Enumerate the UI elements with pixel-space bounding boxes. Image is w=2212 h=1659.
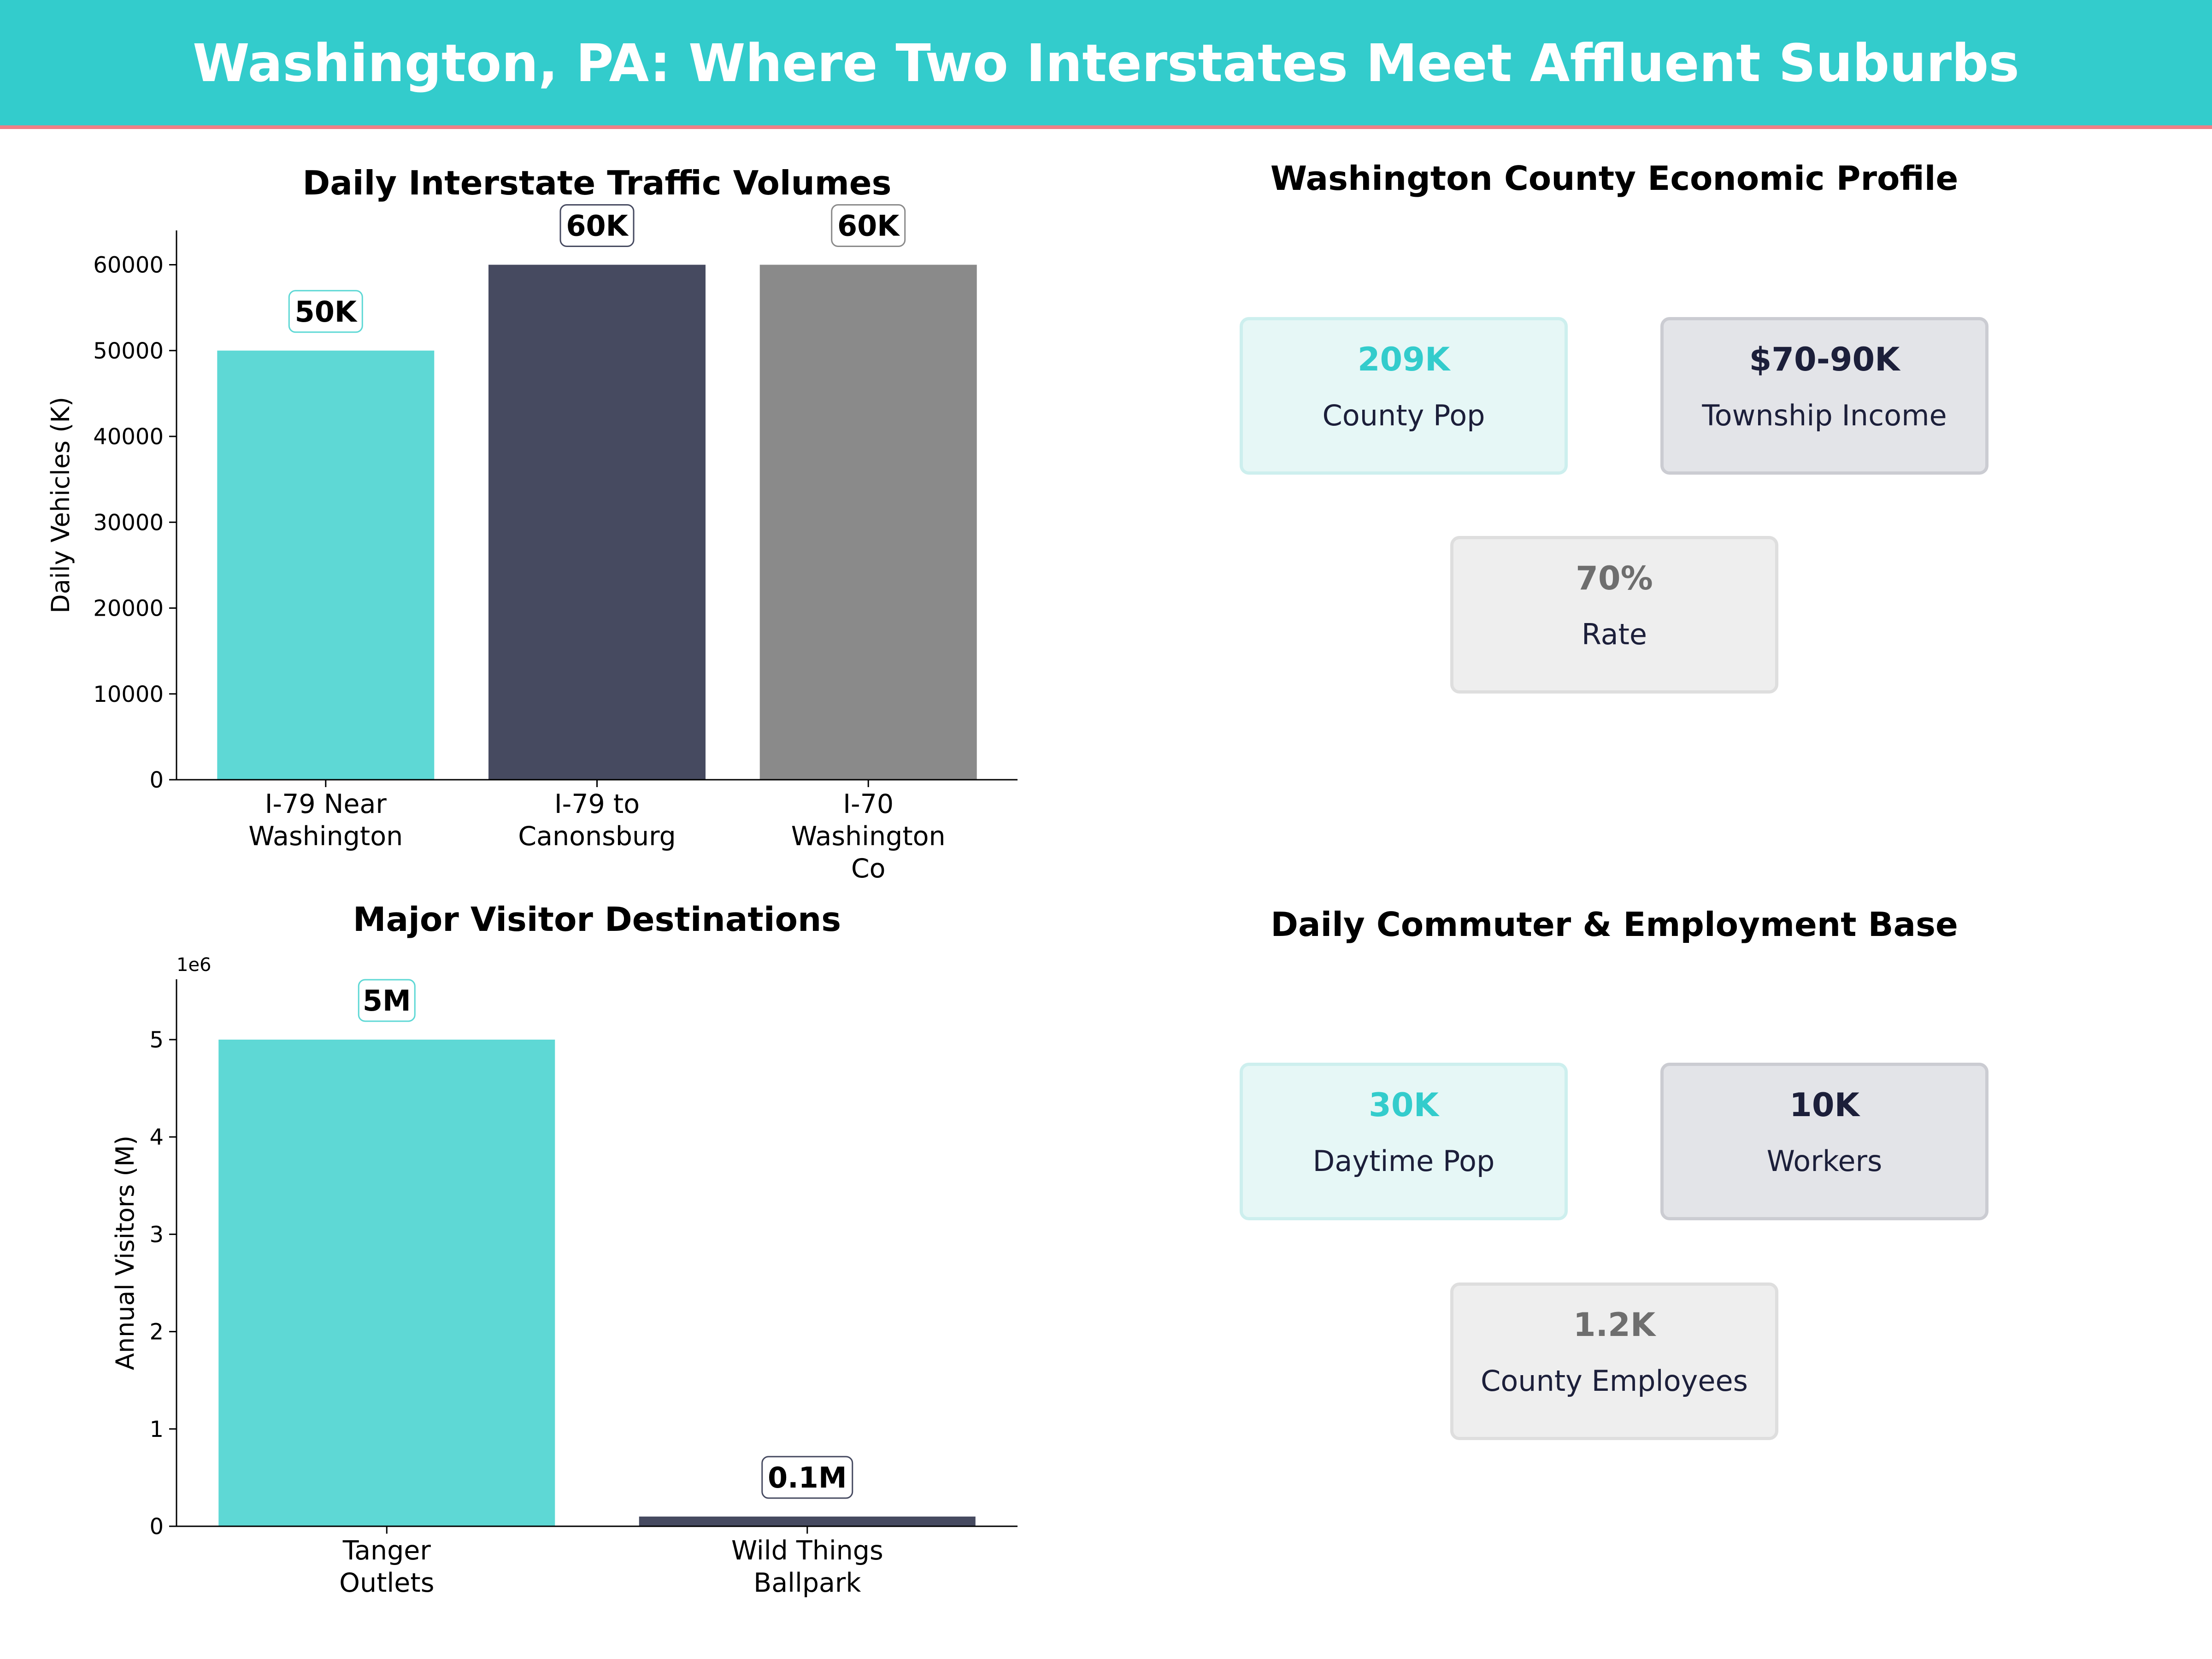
value-label: 0.1M [768, 1461, 847, 1494]
kpi-value: 1.2K [1573, 1306, 1656, 1344]
bar [217, 350, 435, 780]
kpi-label: County Pop [1322, 399, 1485, 432]
y-tick-label: 10000 [93, 682, 164, 707]
y-tick-label: 0 [149, 1514, 164, 1540]
x-tick-label: Tanger Outlets [339, 1535, 434, 1598]
kpi-card-county-pop: 209K County Pop [1240, 317, 1568, 475]
value-label-box [288, 290, 363, 333]
chart-title: Daily Interstate Traffic Volumes [303, 164, 892, 202]
y-tick-label: 0 [149, 767, 164, 793]
y-tick-label: 30000 [93, 510, 164, 535]
value-label: 60K [566, 209, 629, 243]
kpi-value: 10K [1789, 1086, 1859, 1124]
value-label-box [761, 1456, 853, 1499]
bar [488, 265, 706, 780]
kpi-label: Workers [1766, 1144, 1883, 1178]
y-tick-label: 4 [149, 1124, 164, 1150]
value-label: 5M [363, 984, 411, 1018]
traffic-volume-chart: Daily Interstate Traffic Volumes 0 10000 20… [46, 164, 1018, 884]
value-label-box [831, 204, 906, 247]
kpi-card-township-income: $70-90K Township Income [1660, 317, 1988, 475]
kpi-card-workers: 10K Workers [1660, 1063, 1988, 1220]
y-tick-label: 5 [149, 1027, 164, 1053]
y-tick-label: 1 [149, 1417, 164, 1442]
header-banner: Washington, PA: Where Two Interstates Me… [0, 0, 2212, 129]
value-label-box [358, 979, 416, 1022]
visitor-destinations-chart: Major Visitor Destinations 0 1 2 3 4 5 1e6 Annua… [111, 900, 1018, 1598]
kpi-label: Daytime Pop [1312, 1144, 1495, 1178]
axis-offset-label: 1e6 [176, 954, 212, 976]
y-tick-label: 60000 [93, 253, 164, 278]
chart-title: Major Visitor Destinations [353, 900, 841, 939]
kpi-value: 70% [1576, 559, 1653, 597]
bar [759, 265, 977, 780]
kpi-label: County Employees [1481, 1364, 1748, 1398]
kpi-card-county-employees: 1.2K County Employees [1450, 1282, 1778, 1440]
y-tick-label: 2 [149, 1319, 164, 1345]
x-tick-label: I-79 to Canonsburg [518, 789, 676, 852]
x-tick-label: I-79 Near Washington [248, 789, 403, 852]
value-label: 60K [837, 209, 900, 243]
kpi-value: 209K [1357, 341, 1450, 378]
kpi-card-daytime-pop: 30K Daytime Pop [1240, 1063, 1568, 1220]
bar [218, 1039, 555, 1526]
y-axis-label: Daily Vehicles (K) [46, 397, 75, 613]
kpi-label: Rate [1581, 618, 1647, 651]
value-label: 50K [295, 295, 358, 329]
bar [639, 1516, 976, 1526]
kpi-value: 30K [1369, 1086, 1439, 1124]
value-label-box [559, 204, 635, 247]
kpi-card-rate: 70% Rate [1450, 536, 1778, 694]
y-tick-label: 20000 [93, 596, 164, 622]
kpi-value: $70-90K [1749, 341, 1900, 378]
commuter-base-title: Daily Commuter & Employment Base [1271, 905, 1958, 944]
y-tick-label: 50000 [93, 338, 164, 364]
y-tick-label: 3 [149, 1222, 164, 1247]
y-tick-label: 40000 [93, 424, 164, 450]
page-title: Washington, PA: Where Two Interstates Me… [193, 34, 2019, 94]
x-tick-label: Wild Things Ballpark [731, 1535, 883, 1598]
y-axis-label: Annual Visitors (M) [111, 1135, 140, 1370]
economic-profile-title: Washington County Economic Profile [1270, 159, 1959, 198]
x-tick-label: I-70 Washington Co [791, 789, 946, 884]
kpi-label: Township Income [1702, 399, 1947, 432]
